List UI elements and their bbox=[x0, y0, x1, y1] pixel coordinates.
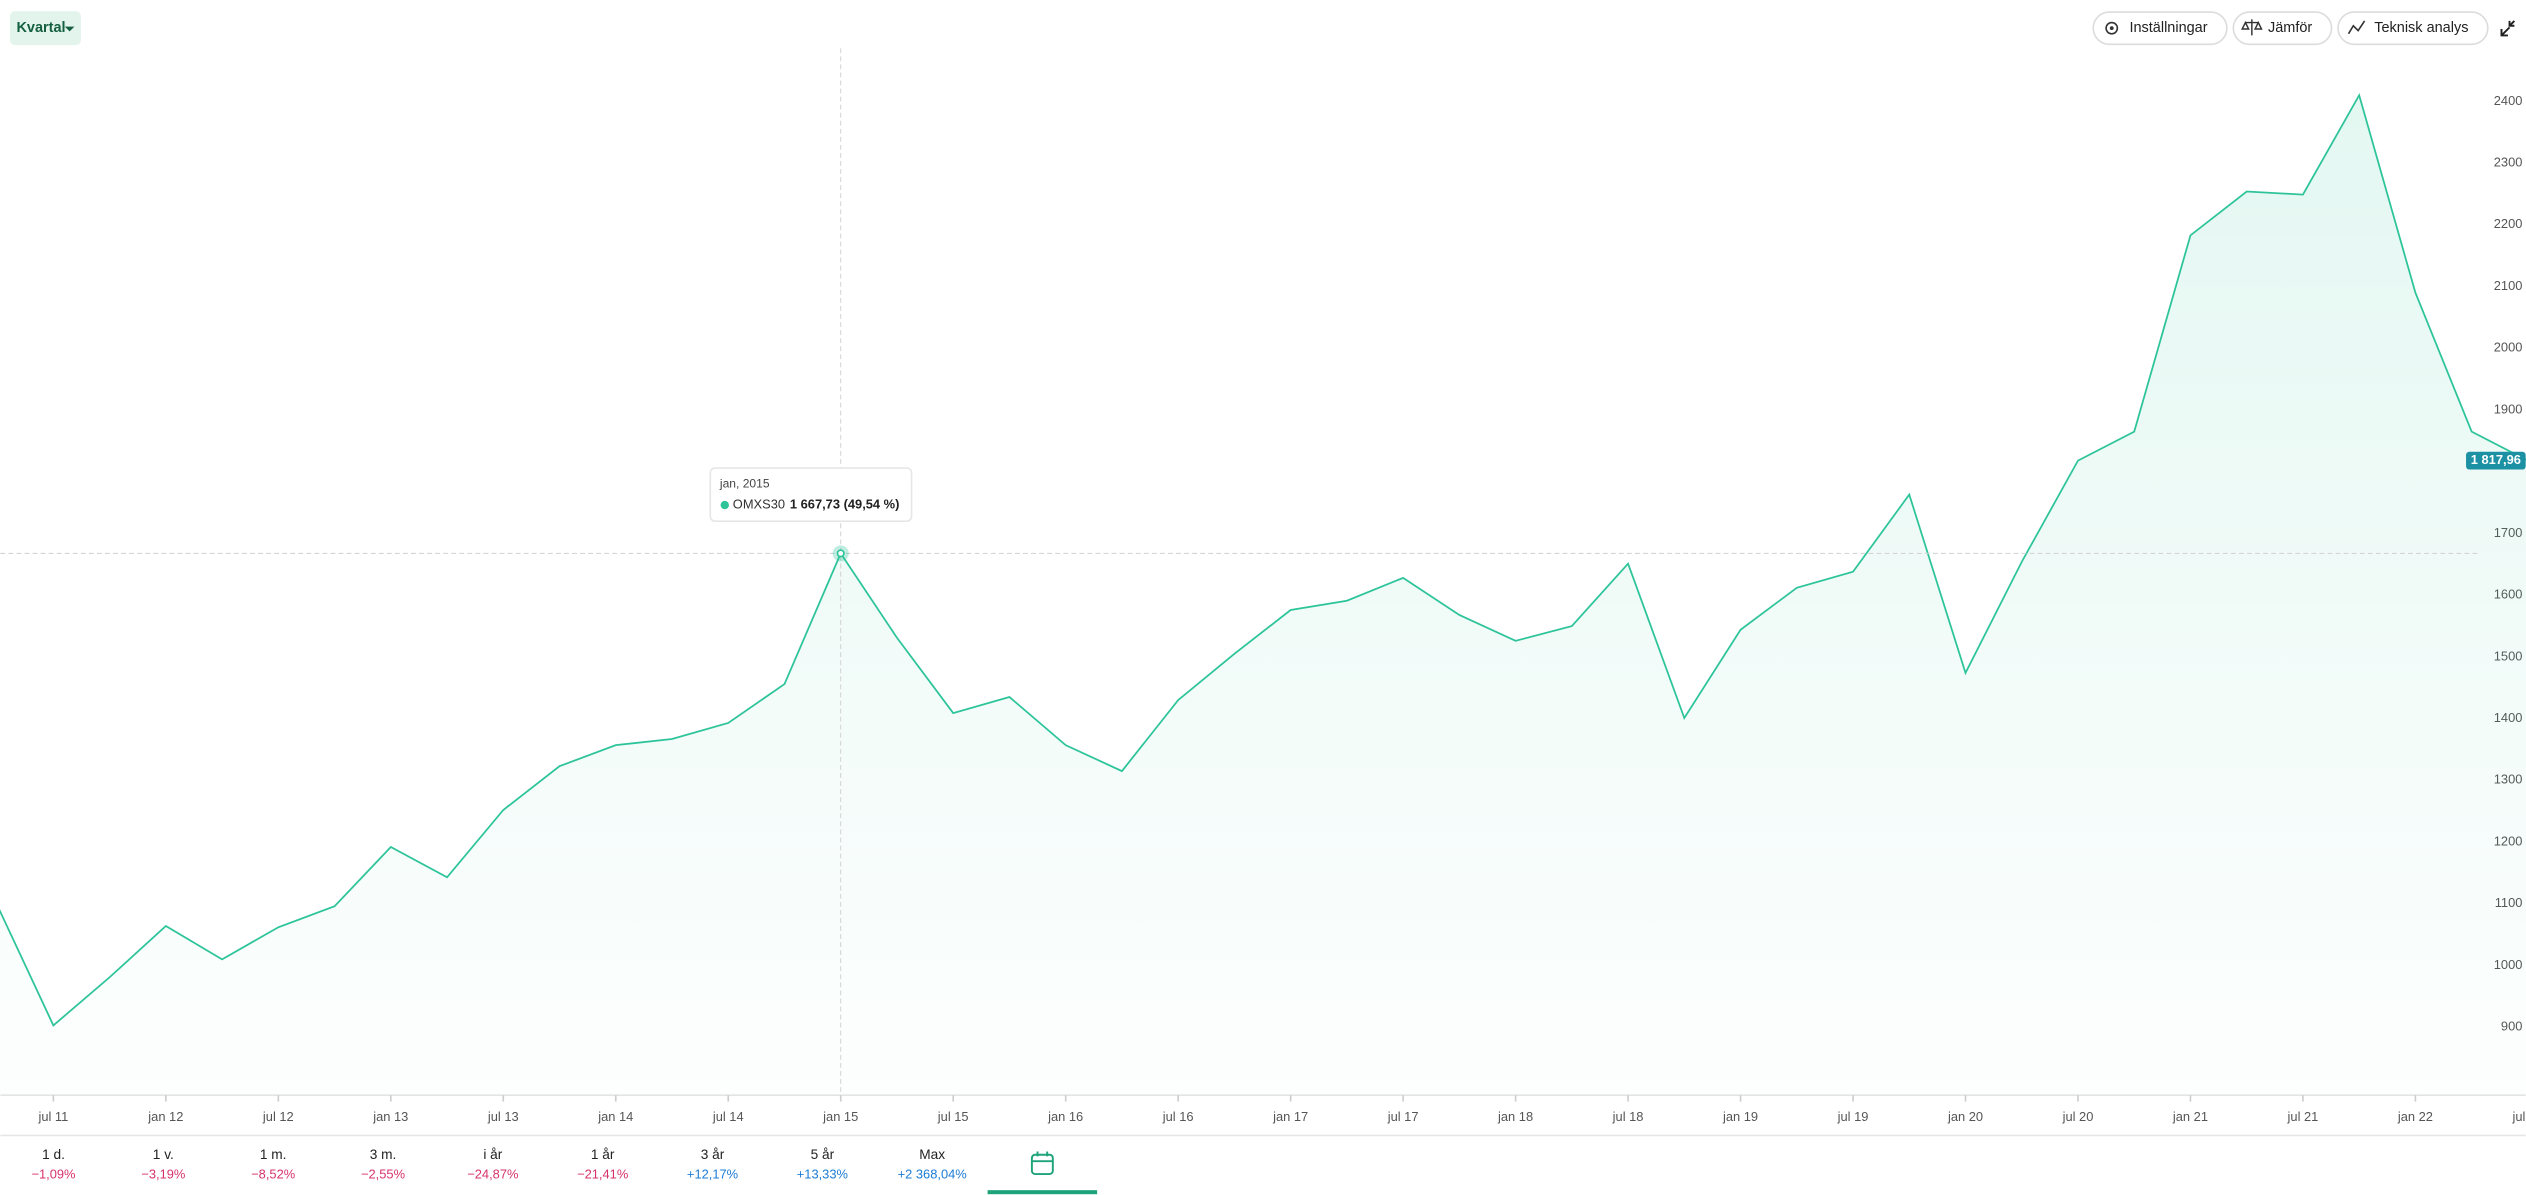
period-button[interactable]: Max +2 368,04% bbox=[898, 1147, 967, 1181]
x-tick-label: jul 20 bbox=[2062, 1109, 2094, 1124]
calendar-button[interactable] bbox=[987, 1151, 1098, 1195]
y-tick-label: 2200 bbox=[2494, 216, 2523, 231]
hover-point bbox=[836, 549, 845, 558]
x-tick-label: jan 16 bbox=[1047, 1109, 1083, 1124]
period-button[interactable]: 3 m. −2,55% bbox=[361, 1147, 405, 1181]
x-tick-label: jul 12 bbox=[262, 1109, 294, 1124]
period-change: +12,17% bbox=[687, 1166, 738, 1181]
period-bar: 1 d. −1,09% 1 v. −3,19% 1 m. −8,52% 3 m. −2,55%… bbox=[31, 1147, 966, 1181]
area bbox=[0, 95, 2526, 1096]
x-tick-label: jul 11 bbox=[37, 1109, 68, 1124]
period-label: 1 d. bbox=[42, 1147, 65, 1162]
settings-button[interactable]: Inställningar bbox=[2092, 11, 2228, 46]
period-label: 5 år bbox=[811, 1147, 835, 1162]
period-button[interactable]: 1 år −21,41% bbox=[577, 1147, 628, 1181]
x-tick-label: jul 14 bbox=[712, 1109, 744, 1124]
button-label: Inställningar bbox=[2129, 20, 2207, 36]
period-change: +2 368,04% bbox=[898, 1166, 967, 1181]
x-tick-label: jul 22 bbox=[2512, 1109, 2526, 1124]
x-tick-label: jan 20 bbox=[1947, 1109, 1983, 1124]
x-tick-label: jan 19 bbox=[1722, 1109, 1758, 1124]
period-label: i år bbox=[483, 1147, 502, 1162]
period-change: +13,33% bbox=[797, 1166, 848, 1181]
x-tick-label: jan 15 bbox=[822, 1109, 858, 1124]
x-tick-label: jan 14 bbox=[597, 1109, 633, 1124]
last-value-badge bbox=[2466, 451, 2526, 470]
button-label: Jämför bbox=[2268, 20, 2312, 36]
button-label: Teknisk analys bbox=[2374, 20, 2468, 36]
period-label: 3 m. bbox=[370, 1147, 397, 1162]
x-tick-label: jul 19 bbox=[1837, 1109, 1869, 1124]
tooltip-box bbox=[709, 467, 913, 522]
period-button[interactable]: 1 d. −1,09% bbox=[31, 1147, 75, 1181]
x-tick-label: jul 13 bbox=[487, 1109, 519, 1124]
period-change: −2,55% bbox=[361, 1166, 405, 1181]
compare-button[interactable]: Jämför bbox=[2232, 11, 2333, 46]
period-change: −24,87% bbox=[467, 1166, 518, 1181]
period-button[interactable]: 3 år +12,17% bbox=[687, 1147, 738, 1181]
tooltip-value: 1 667,73 (49,54 %) bbox=[790, 496, 900, 511]
period-label: 1 år bbox=[591, 1147, 615, 1162]
tooltip-swatch bbox=[720, 500, 729, 510]
x-tick-label: jan 17 bbox=[1272, 1109, 1308, 1124]
period-label: Max bbox=[919, 1147, 945, 1162]
plot-area: 9001000110012001300140015001600170019002… bbox=[0, 48, 2526, 1124]
line bbox=[0, 92, 2526, 1027]
period-change: −8,52% bbox=[251, 1166, 295, 1181]
tooltip-date: jan, 2015 bbox=[719, 476, 770, 490]
period-label: 1 v. bbox=[153, 1147, 174, 1162]
y-tick-label: 2300 bbox=[2494, 155, 2523, 170]
period-button[interactable]: 5 år +13,33% bbox=[797, 1147, 848, 1181]
last-value-label: 1 817,96 bbox=[2471, 452, 2521, 467]
y-tick-label: 1900 bbox=[2494, 401, 2523, 416]
period-button[interactable]: 1 m. −8,52% bbox=[251, 1147, 295, 1181]
interval-label: Kvartal bbox=[16, 20, 65, 36]
x-tick-label: jul 17 bbox=[1387, 1109, 1419, 1124]
period-change: −1,09% bbox=[31, 1166, 75, 1181]
x-tick-label: jan 21 bbox=[2172, 1109, 2208, 1124]
x-tick-label: jan 18 bbox=[1497, 1109, 1533, 1124]
period-button[interactable]: 1 v. −3,19% bbox=[141, 1147, 185, 1181]
period-change: −21,41% bbox=[577, 1166, 628, 1181]
x-tick-label: jul 18 bbox=[1612, 1109, 1644, 1124]
x-tick-label: jan 12 bbox=[147, 1109, 183, 1124]
tooltip-series: OMXS30 bbox=[733, 496, 785, 511]
y-tick-label: 2100 bbox=[2494, 278, 2523, 293]
period-label: 1 m. bbox=[260, 1147, 287, 1162]
period-change: −3,19% bbox=[141, 1166, 185, 1181]
x-tick-label: jul 16 bbox=[1162, 1109, 1194, 1124]
period-label: 3 år bbox=[701, 1147, 725, 1162]
x-tick-label: jan 13 bbox=[372, 1109, 408, 1124]
y-tick-label: 2000 bbox=[2494, 340, 2523, 355]
x-tick-label: jan 22 bbox=[2397, 1109, 2433, 1124]
period-button[interactable]: i år −24,87% bbox=[467, 1147, 518, 1181]
technical-analysis-button[interactable]: Teknisk analys bbox=[2337, 11, 2489, 46]
collapse-button[interactable] bbox=[2500, 20, 2516, 37]
x-tick-label: jul 21 bbox=[2287, 1109, 2319, 1124]
y-tick-label: 2400 bbox=[2494, 93, 2523, 108]
x-tick-label: jul 15 bbox=[937, 1109, 969, 1124]
interval-button[interactable]: Kvartal bbox=[10, 11, 81, 46]
